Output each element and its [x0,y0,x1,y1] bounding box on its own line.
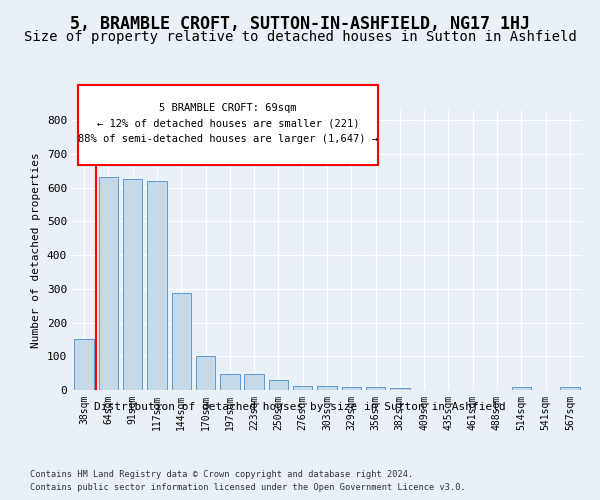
Text: Contains HM Land Registry data © Crown copyright and database right 2024.: Contains HM Land Registry data © Crown c… [30,470,413,479]
Bar [196,356,215,390]
Bar [74,340,94,390]
Bar [172,293,191,390]
Bar [123,179,142,390]
Bar [99,178,118,390]
Text: Distribution of detached houses by size in Sutton in Ashfield: Distribution of detached houses by size … [94,402,506,412]
Text: Size of property relative to detached houses in Sutton in Ashfield: Size of property relative to detached ho… [23,30,577,44]
Bar [147,181,167,390]
Bar [341,386,361,390]
Bar [293,386,313,390]
Bar [560,388,580,390]
Bar [512,388,531,390]
Text: 5 BRAMBLE CROFT: 69sqm
← 12% of detached houses are smaller (221)
88% of semi-de: 5 BRAMBLE CROFT: 69sqm ← 12% of detached… [78,103,378,144]
Text: Contains public sector information licensed under the Open Government Licence v3: Contains public sector information licen… [30,484,466,492]
Bar [220,374,239,390]
Bar [390,388,410,390]
Bar [244,374,264,390]
Bar [317,386,337,390]
Text: 5, BRAMBLE CROFT, SUTTON-IN-ASHFIELD, NG17 1HJ: 5, BRAMBLE CROFT, SUTTON-IN-ASHFIELD, NG… [70,15,530,33]
Bar [366,388,385,390]
Y-axis label: Number of detached properties: Number of detached properties [31,152,41,348]
Bar [269,380,288,390]
